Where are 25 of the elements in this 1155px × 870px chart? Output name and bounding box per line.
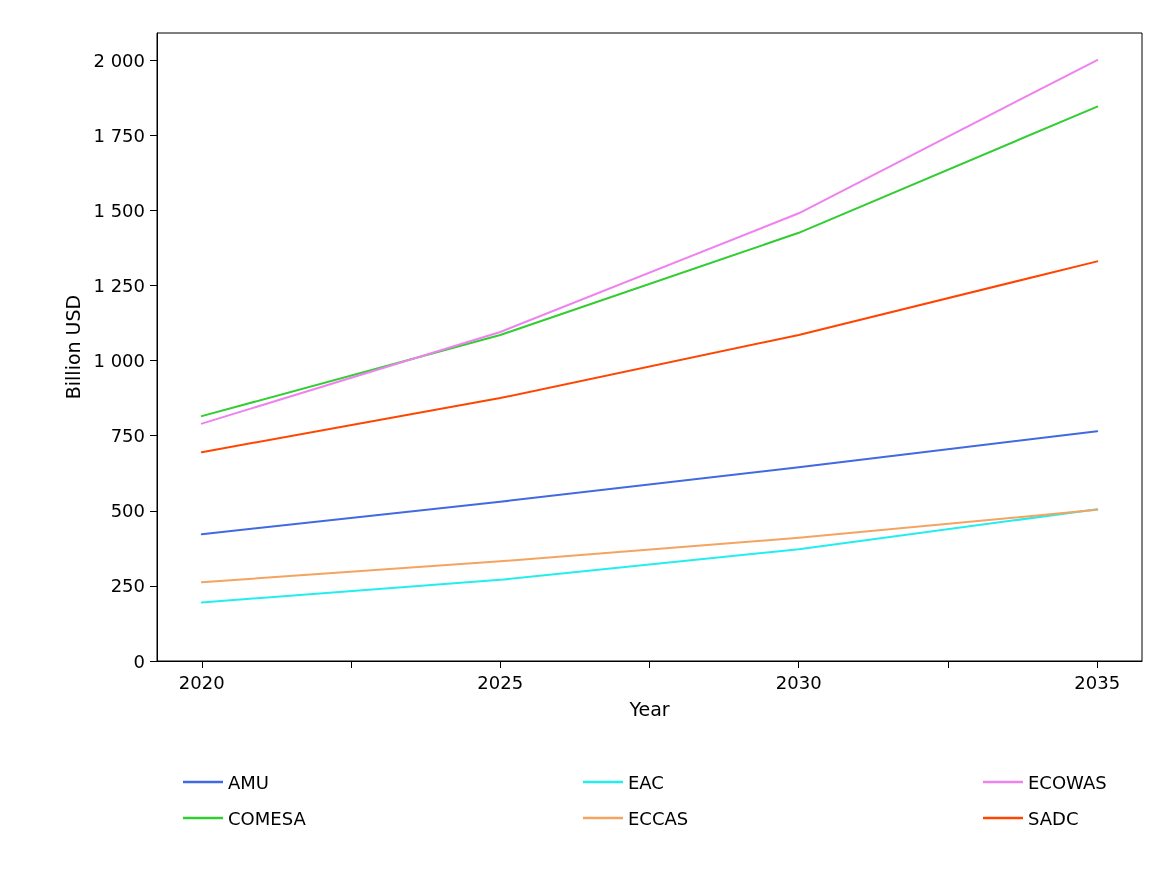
y-tick-label: 750 [110,425,145,447]
x-tick-label: 2030 [775,671,822,693]
line-series [200,508,1099,584]
line-series [200,260,1099,454]
legend-label: COMESA [228,807,307,829]
line-series [200,430,1099,536]
y-tick-label: 1 250 [93,274,145,296]
y-tick-label: 0 [133,650,145,672]
y-tick-label: 1 750 [93,124,145,146]
y-tick-label: 500 [110,500,145,522]
legend-label: ECCAS [628,807,689,829]
line-series [200,508,1099,604]
x-tick-label: 2020 [178,671,225,693]
x-tick-label: 2025 [477,671,524,693]
legend-label: ECOWAS [1028,771,1107,793]
y-tick-label: 1 000 [93,350,145,372]
y-tick-label: 250 [110,575,145,597]
legend-label: AMU [228,771,270,793]
legend-label: EAC [628,771,664,793]
x-axis-title: Year [628,697,670,720]
y-axis-title: Billion USD [62,294,85,400]
x-tick-label: 2035 [1074,671,1121,693]
y-tick-label: 1 500 [93,199,145,221]
legend-label: SADC [1028,807,1079,829]
y-tick-label: 2 000 [93,49,145,71]
